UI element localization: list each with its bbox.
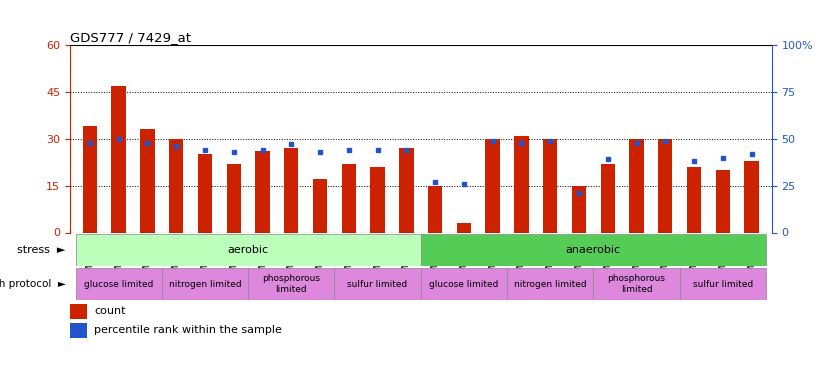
Bar [630, 139, 644, 232]
Bar [370, 167, 385, 232]
Text: sulfur limited: sulfur limited [693, 280, 753, 289]
Bar [456, 223, 471, 232]
Bar [284, 148, 299, 232]
Bar [687, 167, 701, 232]
Text: GDS777 / 7429_at: GDS777 / 7429_at [70, 31, 190, 44]
Bar [485, 139, 500, 232]
Bar [658, 139, 672, 232]
Bar [227, 164, 241, 232]
Text: stress  ►: stress ► [17, 245, 66, 255]
Bar [421, 268, 507, 300]
Bar [169, 139, 183, 232]
Bar [83, 126, 97, 232]
Bar [70, 322, 87, 338]
Text: sulfur limited: sulfur limited [347, 280, 408, 289]
Text: growth protocol  ►: growth protocol ► [0, 279, 66, 289]
Text: aerobic: aerobic [227, 245, 268, 255]
Bar [594, 268, 680, 300]
Text: phosphorous
limited: phosphorous limited [262, 274, 320, 294]
Bar [571, 186, 586, 232]
Text: glucose limited: glucose limited [429, 280, 498, 289]
Bar [76, 268, 162, 300]
Text: anaerobic: anaerobic [566, 245, 621, 255]
Bar [342, 164, 356, 232]
Bar [745, 160, 759, 232]
Bar [421, 234, 766, 266]
Bar [334, 268, 421, 300]
Bar [680, 268, 766, 300]
Bar [543, 139, 557, 232]
Bar [70, 304, 87, 319]
Bar [140, 129, 154, 232]
Bar [248, 268, 334, 300]
Text: percentile rank within the sample: percentile rank within the sample [94, 325, 282, 335]
Text: phosphorous
limited: phosphorous limited [608, 274, 666, 294]
Bar [255, 151, 270, 232]
Bar [601, 164, 615, 232]
Bar [716, 170, 730, 232]
Text: nitrogen limited: nitrogen limited [168, 280, 241, 289]
Bar [112, 86, 126, 232]
Bar [76, 234, 421, 266]
Bar [507, 268, 594, 300]
Bar [514, 136, 529, 232]
Bar [399, 148, 414, 232]
Text: glucose limited: glucose limited [84, 280, 154, 289]
Bar [162, 268, 248, 300]
Bar [198, 154, 212, 232]
Text: nitrogen limited: nitrogen limited [514, 280, 586, 289]
Bar [428, 186, 443, 232]
Text: count: count [94, 306, 126, 316]
Bar [313, 179, 328, 232]
